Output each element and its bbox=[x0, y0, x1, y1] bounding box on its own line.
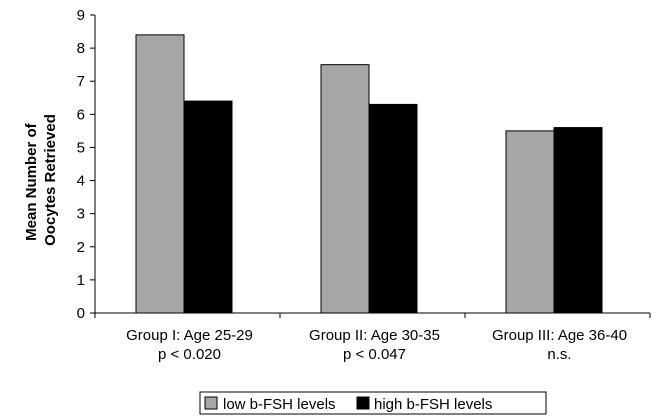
legend-label-high: high b-FSH levels bbox=[374, 396, 492, 413]
y-axis-title-line-1: Mean Number of bbox=[23, 122, 40, 241]
bar-low-group-3 bbox=[505, 130, 555, 314]
category-sublabel-2: p < 0.047 bbox=[343, 346, 406, 363]
bar-high-group-1 bbox=[183, 100, 233, 314]
y-tick-label: 8 bbox=[77, 40, 85, 57]
y-axis-title-line-2: Oocytes Retrieved bbox=[42, 114, 59, 246]
legend: low b-FSH levels high b-FSH levels bbox=[199, 391, 547, 415]
legend-swatch-high bbox=[356, 396, 370, 410]
y-tick-label: 0 bbox=[77, 305, 85, 322]
category-label-3: Group III: Age 36-40 bbox=[492, 327, 627, 344]
category-label-2: Group II: Age 30-35 bbox=[309, 327, 440, 344]
y-tick-label: 2 bbox=[77, 239, 85, 256]
category-label-1: Group I: Age 25-29 bbox=[126, 327, 253, 344]
legend-swatch-low bbox=[204, 396, 218, 410]
y-tick-label: 1 bbox=[77, 272, 85, 289]
y-tick-label: 9 bbox=[77, 7, 85, 24]
y-tick-label: 3 bbox=[77, 206, 85, 223]
category-sublabel-1: p < 0.020 bbox=[158, 346, 221, 363]
y-tick-label: 5 bbox=[77, 139, 85, 156]
legend-label-low: low b-FSH levels bbox=[223, 396, 336, 413]
y-tick-label: 7 bbox=[77, 73, 85, 90]
plot-area: Group I: Age 25-29 p < 0.020 Group II: Age… bbox=[77, 7, 651, 363]
bar-high-group-2 bbox=[368, 103, 418, 314]
legend-frame bbox=[199, 391, 547, 415]
bar-low-group-2 bbox=[320, 64, 370, 314]
category-sublabel-3: n.s. bbox=[547, 346, 571, 363]
y-tick-label: 4 bbox=[77, 173, 85, 190]
y-axis-title: Mean Number of Oocytes Retrieved bbox=[23, 114, 59, 246]
bar-low-group-1 bbox=[135, 34, 185, 314]
y-tick-label: 6 bbox=[77, 106, 85, 123]
bar-high-group-3 bbox=[553, 127, 603, 314]
